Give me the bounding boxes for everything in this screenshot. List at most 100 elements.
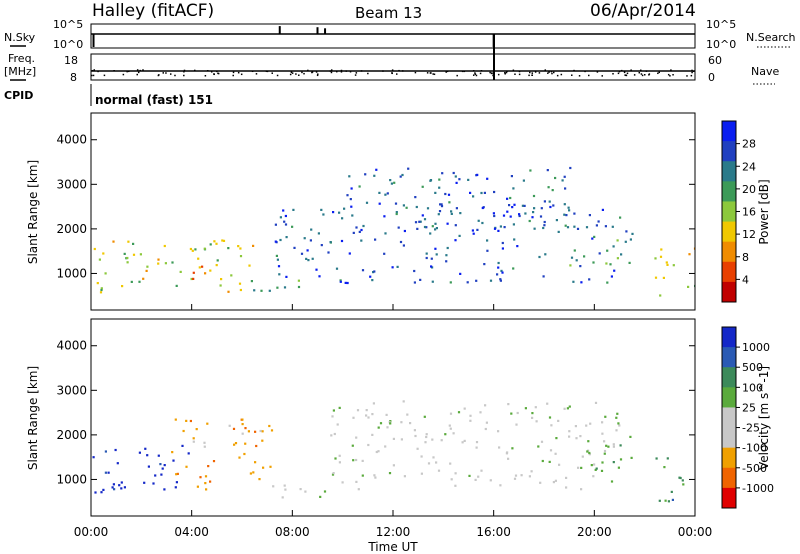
echo-cell <box>372 402 375 405</box>
freq-point <box>430 72 432 74</box>
echo-cell <box>463 407 466 410</box>
echo-cell <box>481 221 484 225</box>
echo-cell <box>575 437 578 440</box>
echo-cell <box>385 413 388 416</box>
freq-point <box>490 72 493 75</box>
echo-cell <box>603 452 606 455</box>
echo-cell <box>450 212 453 215</box>
echo-cell <box>568 209 571 212</box>
echo-cell <box>532 194 536 198</box>
echo-cell <box>618 424 621 427</box>
echo-cell <box>438 186 441 189</box>
x-tick-label: 04:00 <box>174 525 209 539</box>
freq-point <box>139 69 141 72</box>
echo-cell <box>349 198 352 201</box>
freq-point <box>330 69 333 71</box>
echo-cell <box>277 265 281 268</box>
echo-cell <box>472 195 475 198</box>
echo-cell <box>551 189 554 192</box>
freq-point <box>518 70 521 73</box>
echo-cell <box>163 244 166 248</box>
echo-cell <box>339 279 342 282</box>
echo-cell <box>237 245 240 248</box>
echo-cell <box>483 263 486 266</box>
echo-cell <box>262 466 265 469</box>
freq-point <box>529 71 531 74</box>
echo-cell <box>480 191 483 195</box>
echo-cell <box>670 490 673 493</box>
freq-point <box>531 72 534 74</box>
echo-cell <box>414 434 417 438</box>
echo-cell <box>454 472 457 475</box>
echo-cell <box>450 478 453 481</box>
echo-cell <box>434 191 437 194</box>
echo-cell <box>279 238 282 242</box>
echo-cell <box>355 226 358 229</box>
echo-cell <box>413 429 416 432</box>
freq-point <box>317 73 319 75</box>
freq-tick-top: 18 <box>64 54 78 67</box>
echo-cell <box>143 481 146 484</box>
echo-cell <box>580 488 583 491</box>
freq-point <box>92 74 95 77</box>
colorbar-segment <box>722 161 736 182</box>
echo-cell <box>100 287 103 290</box>
freq-left-label: Freq. <box>8 52 35 65</box>
echo-cell <box>123 252 126 255</box>
echo-cell <box>335 267 339 270</box>
freq-point <box>174 74 176 77</box>
echo-cell <box>212 460 216 463</box>
echo-cell <box>355 480 358 483</box>
echo-cell <box>367 443 370 447</box>
freq-point <box>518 73 521 76</box>
echo-cell <box>438 210 442 213</box>
echo-cell <box>427 462 431 465</box>
echo-cell <box>601 432 604 435</box>
echo-cell <box>358 230 361 233</box>
echo-cell <box>282 209 285 212</box>
echo-cell <box>373 270 376 273</box>
echo-cell <box>357 488 360 491</box>
echo-cell <box>425 226 428 229</box>
echo-cell <box>356 409 360 412</box>
echo-cell <box>474 478 477 481</box>
echo-cell <box>659 294 662 297</box>
freq-point <box>552 71 555 74</box>
echo-cell <box>564 224 567 227</box>
echo-cell <box>550 424 553 427</box>
echo-cell <box>284 223 288 226</box>
echo-cell <box>546 402 549 405</box>
echo-cell <box>358 185 361 188</box>
freq-point <box>445 71 447 73</box>
time-axis-label: Time UT <box>367 540 418 554</box>
echo-cell <box>481 206 484 210</box>
echo-cell <box>174 486 177 489</box>
freq-point <box>113 70 115 72</box>
colorbar-segment <box>722 347 736 368</box>
echo-cell <box>346 194 349 197</box>
echo-cell <box>548 416 552 419</box>
echo-cell <box>666 263 669 266</box>
echo-cell <box>172 459 175 462</box>
echo-cell <box>145 269 148 272</box>
echo-cell <box>605 444 608 447</box>
echo-cell <box>361 474 364 477</box>
echo-cell <box>249 472 252 475</box>
echo-cell <box>566 407 569 410</box>
freq-point <box>596 71 599 73</box>
echo-cell <box>397 226 400 229</box>
freq-point <box>232 71 235 74</box>
echo-cell <box>332 472 335 475</box>
freq-point <box>237 71 240 74</box>
echo-cell <box>484 404 487 407</box>
echo-cell <box>617 422 620 425</box>
freq-point <box>474 73 477 75</box>
colorbar-tick-label: 24 <box>742 160 756 173</box>
freq-point <box>232 74 234 77</box>
echo-cell <box>392 437 395 440</box>
echo-cell <box>270 429 274 432</box>
echo-cell <box>531 416 534 419</box>
freq-point <box>584 70 586 73</box>
echo-cell <box>587 440 590 443</box>
freq-point <box>127 70 130 73</box>
